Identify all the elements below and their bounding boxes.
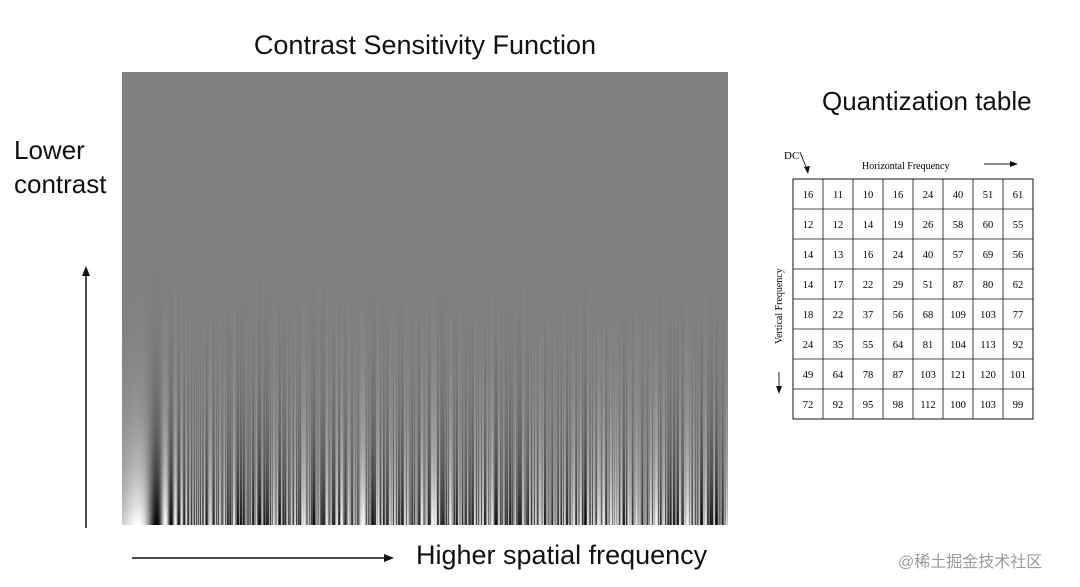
quantization-cell: 58 xyxy=(953,220,964,231)
right-arrow-icon xyxy=(132,554,394,562)
quantization-cell: 16 xyxy=(803,190,814,201)
quantization-cell: 80 xyxy=(983,280,994,291)
quantization-cell: 51 xyxy=(923,280,934,291)
quantization-cell: 35 xyxy=(833,340,844,351)
quantization-cell: 103 xyxy=(980,400,996,411)
quantization-cell: 104 xyxy=(950,340,967,351)
csf-grating-pattern xyxy=(122,72,728,525)
quantization-cell: 56 xyxy=(893,310,904,321)
quantization-cell: 87 xyxy=(953,280,964,291)
quantization-title: Quantization table xyxy=(822,86,1032,116)
quantization-cell: 12 xyxy=(803,220,814,231)
quantization-cell: 13 xyxy=(833,250,844,261)
watermark: @稀土掘金技术社区 xyxy=(898,554,1043,571)
quantization-cell: 10 xyxy=(863,190,874,201)
quantization-cell: 55 xyxy=(1013,220,1024,231)
quantization-cell: 61 xyxy=(1013,190,1024,201)
quantization-cell: 64 xyxy=(833,370,844,381)
quantization-cell: 81 xyxy=(923,340,934,351)
quantization-cell: 11 xyxy=(833,190,843,201)
quantization-cell: 112 xyxy=(920,400,935,411)
quantization-cell: 14 xyxy=(863,220,874,231)
quantization-grid: 16 11 10 16 24 40 51 61 12 12 14 19 26 58 60 55 14 13 16 24… xyxy=(792,178,1034,420)
quantization-cell: 62 xyxy=(1013,280,1024,291)
up-arrow-icon xyxy=(82,266,90,528)
quantization-cell: 22 xyxy=(833,310,844,321)
quantization-cell: 77 xyxy=(1013,310,1024,321)
quantization-cell: 72 xyxy=(803,400,814,411)
horizontal-arrowhead-icon xyxy=(1010,161,1018,167)
quantization-cell: 103 xyxy=(980,310,996,321)
quantization-cell: 69 xyxy=(983,250,994,261)
quantization-cell: 113 xyxy=(980,340,995,351)
quantization-cell: 40 xyxy=(923,250,934,261)
quantization-cell: 120 xyxy=(980,370,996,381)
quantization-table-figure: DC Horizontal Frequency Vertical Frequen… xyxy=(774,150,1034,420)
quantization-cell: 16 xyxy=(893,190,904,201)
quantization-cell: 57 xyxy=(953,250,964,261)
quantization-cell: 16 xyxy=(863,250,874,261)
dc-arrowhead-icon xyxy=(804,166,810,174)
quantization-cell: 92 xyxy=(1013,340,1024,351)
quantization-cell: 24 xyxy=(893,250,904,261)
dc-label: DC xyxy=(784,150,799,162)
contrast-axis-label: Lower contrast xyxy=(14,133,107,201)
quantization-cell: 22 xyxy=(863,280,874,291)
contrast-label-line2: contrast xyxy=(14,169,107,199)
quantization-cell: 19 xyxy=(893,220,904,231)
quantization-cell: 14 xyxy=(803,250,814,261)
quantization-cell: 92 xyxy=(833,400,844,411)
quantization-cell: 17 xyxy=(833,280,844,291)
quantization-cell: 24 xyxy=(803,340,814,351)
quantization-cell: 49 xyxy=(803,370,814,381)
quantization-cell: 101 xyxy=(1010,370,1026,381)
quantization-cell: 56 xyxy=(1013,250,1024,261)
quantization-cell: 55 xyxy=(863,340,874,351)
frequency-axis-label: Higher spatial frequency xyxy=(416,540,708,570)
quantization-cell: 121 xyxy=(950,370,966,381)
quantization-cell: 18 xyxy=(803,310,814,321)
quantization-cell: 12 xyxy=(833,220,844,231)
contrast-label-line1: Lower xyxy=(14,135,85,165)
horizontal-frequency-label: Horizontal Frequency xyxy=(862,161,949,172)
quantization-cell: 98 xyxy=(893,400,904,411)
quantization-cell: 51 xyxy=(983,190,994,201)
quantization-cell: 109 xyxy=(950,310,966,321)
quantization-cell: 95 xyxy=(863,400,874,411)
quantization-cell: 99 xyxy=(1013,400,1024,411)
vertical-arrowhead-icon xyxy=(776,386,782,394)
quantization-cell: 87 xyxy=(893,370,904,381)
quantization-cell: 78 xyxy=(863,370,874,381)
quantization-cell: 26 xyxy=(923,220,934,231)
quantization-cell: 60 xyxy=(983,220,994,231)
vertical-frequency-label: Vertical Frequency xyxy=(774,268,785,344)
quantization-cell: 64 xyxy=(893,340,904,351)
quantization-cell: 24 xyxy=(923,190,934,201)
quantization-cell: 14 xyxy=(803,280,814,291)
quantization-cell: 40 xyxy=(953,190,964,201)
quantization-cell: 68 xyxy=(923,310,934,321)
quantization-cell: 103 xyxy=(920,370,936,381)
quantization-cell: 29 xyxy=(893,280,904,291)
quantization-cell: 100 xyxy=(950,400,966,411)
quantization-cell: 37 xyxy=(863,310,874,321)
csf-title: Contrast Sensitivity Function xyxy=(253,30,597,60)
